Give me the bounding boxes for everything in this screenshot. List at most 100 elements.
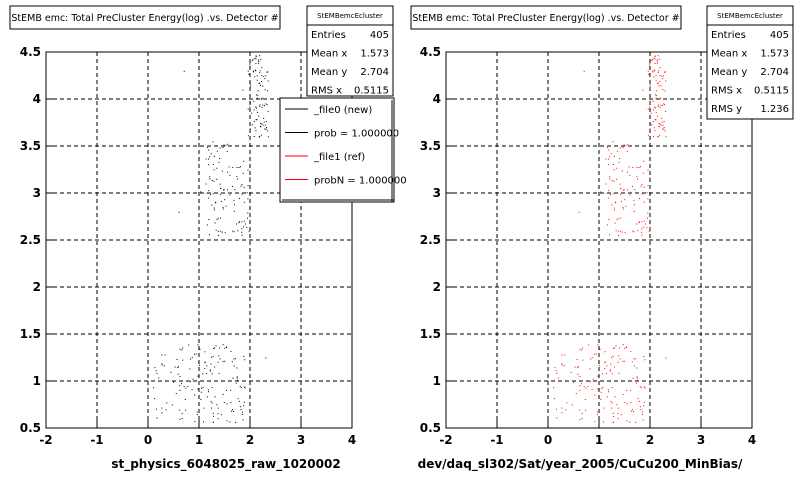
scatter-point [154,367,156,369]
left-y-tick-label: 1 [33,374,41,388]
scatter-point [613,155,615,157]
scatter-point [243,355,245,357]
scatter-point [626,150,628,152]
scatter-point [640,386,642,388]
scatter-point [208,219,210,221]
scatter-point [266,127,268,129]
scatter-point [260,126,262,128]
scatter-point [649,62,651,64]
scatter-point [219,358,221,360]
scatter-point [211,356,213,358]
left-legend: _file0 (new) prob = 1.000000 _file1 (ref) p… [279,97,407,203]
scatter-point [229,194,231,196]
scatter-point [660,104,662,106]
scatter-point [248,73,250,75]
scatter-point [237,398,239,400]
scatter-point [261,106,263,108]
scatter-point [590,358,592,360]
legend-entry: _file0 (new) [313,105,372,116]
scatter-point [205,183,207,185]
scatter-point [236,377,238,379]
scatter-point [604,368,606,370]
scatter-point [652,121,654,123]
scatter-point [658,58,660,60]
scatter-point [246,217,248,219]
scatter-point [178,366,180,368]
scatter-point [199,364,201,366]
left-x-tick-label: -2 [39,433,52,447]
scatter-point [624,347,626,349]
scatter-point [216,150,218,152]
scatter-point [222,344,224,346]
scatter-point [241,413,243,415]
scatter-point [641,193,643,195]
scatter-point [166,402,168,404]
scatter-point [265,120,267,122]
scatter-point [232,166,234,168]
scatter-point [613,415,615,417]
left-y-tick-label: 1.5 [20,327,41,341]
scatter-point [182,359,184,361]
scatter-point [161,363,163,365]
scatter-point [224,347,226,349]
scatter-point [263,117,265,119]
scatter-point [261,97,263,99]
stats-value: 1.236 [760,104,789,115]
scatter-point [264,124,266,126]
scatter-point [267,130,269,132]
scatter-point [259,82,261,84]
scatter-point [646,192,648,194]
scatter-point [225,205,227,207]
scatter-point [226,389,228,391]
scatter-point [589,368,591,370]
scatter-point [611,373,613,375]
scatter-point [657,106,659,108]
left-x-axis-label: st_physics_6048025_raw_1020002 [111,457,340,472]
scatter-point [181,413,183,415]
scatter-point [596,414,598,416]
scatter-point [242,89,244,91]
scatter-point [610,194,612,196]
scatter-point [575,393,577,395]
scatter-point [556,372,558,374]
scatter-point [579,375,581,377]
scatter-point [236,376,238,378]
right-x-axis-label: dev/daq_sl302/Sat/year_2005/CuCu200_MinB… [418,457,743,472]
scatter-point [211,387,213,389]
scatter-point [617,418,619,420]
scatter-point [259,106,261,108]
scatter-point [200,387,202,389]
scatter-point [655,111,657,113]
scatter-point [211,179,213,181]
stats-value: 2.704 [760,67,789,78]
right-panel: StEMB emc: Total PreCluster Energy(log) … [410,5,794,472]
scatter-point [657,82,659,84]
scatter-point [255,62,257,64]
scatter-point [593,353,595,355]
left-x-tick-label: 2 [246,433,254,447]
scatter-point [212,421,214,423]
scatter-point [223,144,225,146]
scatter-point [597,388,599,390]
scatter-point [614,201,616,203]
scatter-point [154,398,156,400]
scatter-point [234,189,236,191]
scatter-point [661,75,663,77]
scatter-point [629,194,631,196]
scatter-point [215,345,217,347]
scatter-point [259,125,261,127]
scatter-point [193,353,195,355]
scatter-point [608,391,610,393]
stats-value: 405 [370,30,389,41]
scatter-point [223,402,225,404]
scatter-point [247,70,249,72]
right-x-ticks: -2 -1 0 1 2 3 4 [439,420,756,447]
scatter-point [615,345,617,347]
scatter-point [643,226,645,228]
scatter-point [597,344,599,346]
scatter-point [561,363,563,365]
scatter-point [195,353,197,355]
scatter-point [240,386,242,388]
right-plot-title: StEMB emc: Total PreCluster Energy(log) … [412,13,679,24]
scatter-point [641,221,643,223]
